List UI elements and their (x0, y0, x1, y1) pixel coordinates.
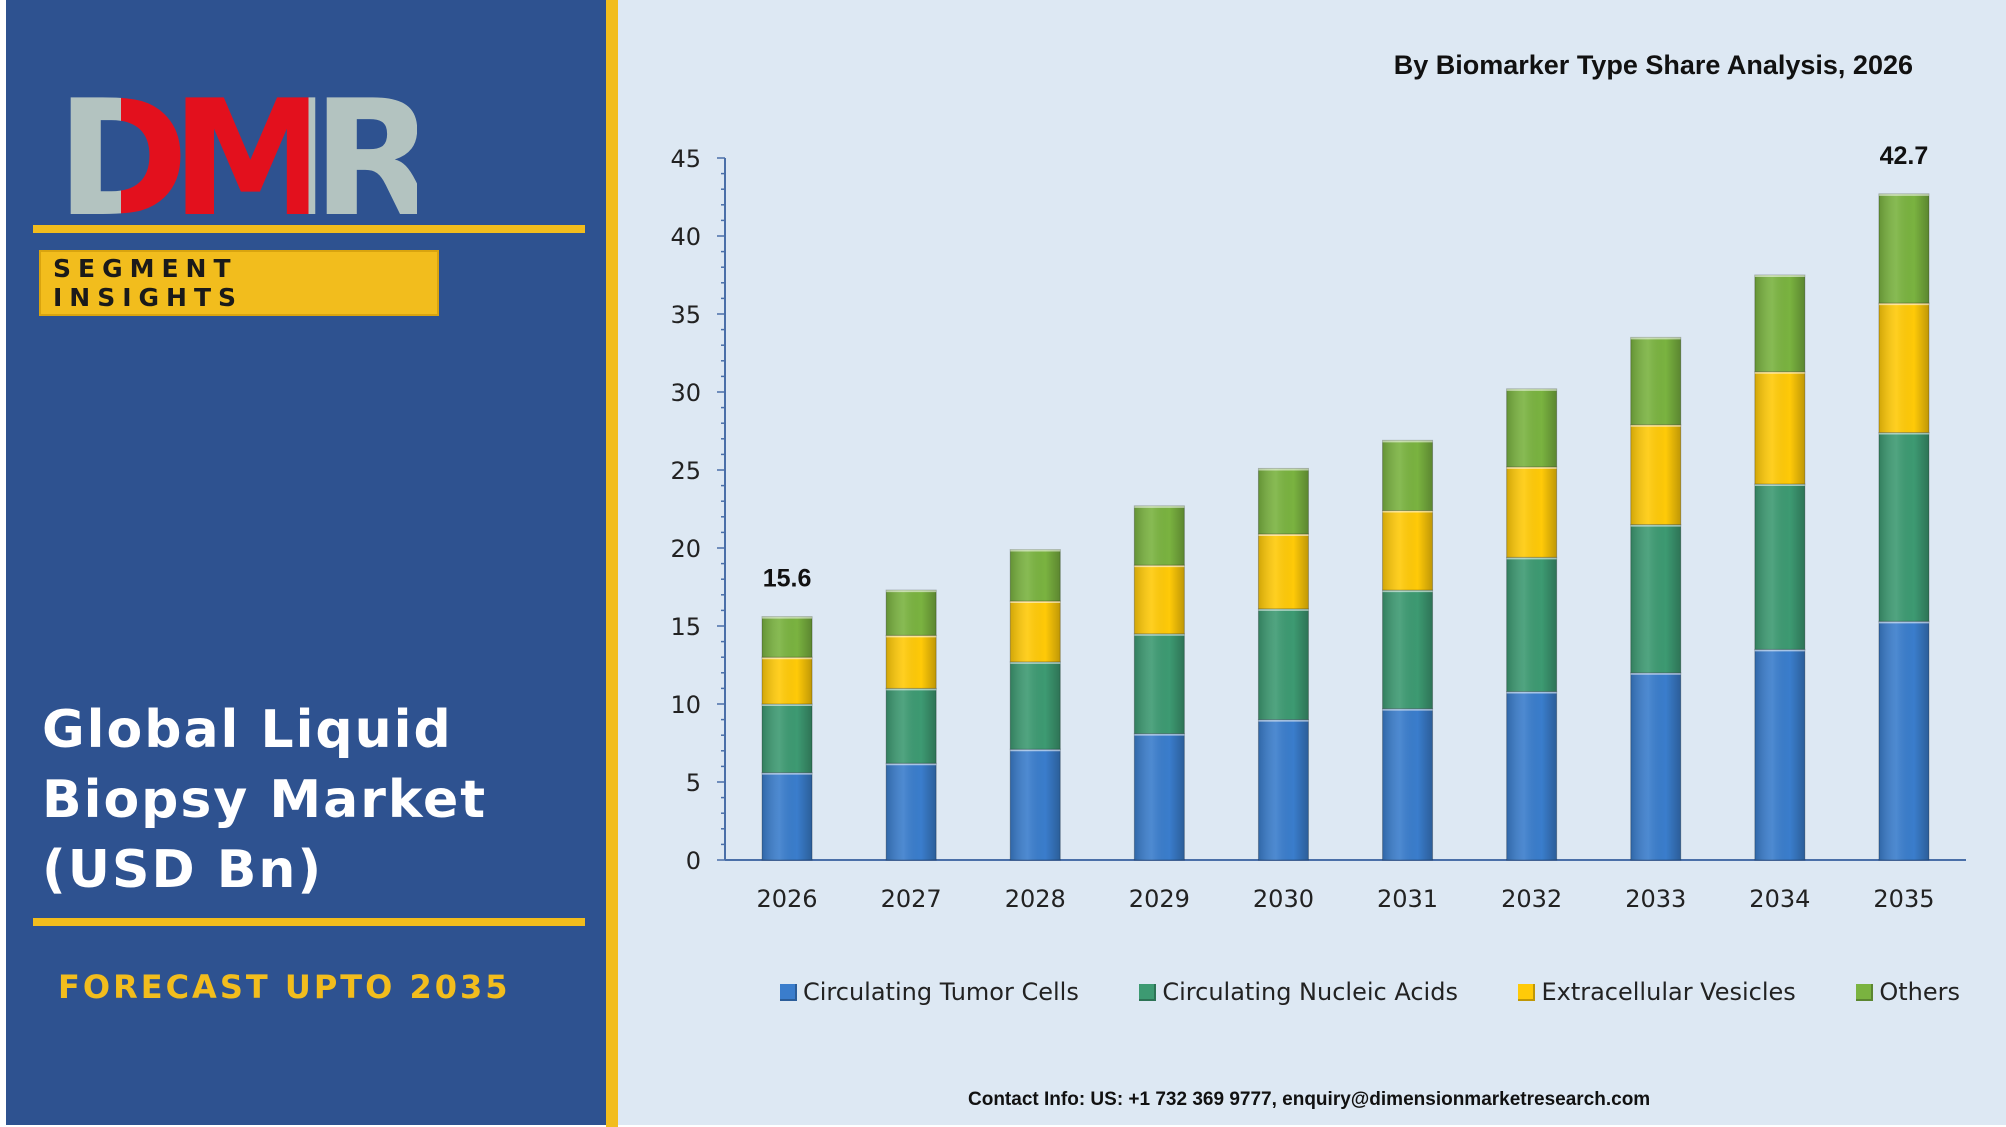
bar-shade (1010, 549, 1061, 602)
y-tick-label: 40 (670, 223, 701, 251)
segment-insights-badge: SEGMENT INSIGHTS (39, 250, 439, 316)
forecast-label: FORECAST UPTO 2035 (58, 968, 511, 1006)
bar-shade (1382, 708, 1433, 860)
chart-bars (761, 193, 1930, 861)
bar-shade (886, 635, 937, 689)
legend-swatch (1518, 983, 1536, 1001)
bar-shade (1506, 691, 1557, 860)
x-tick-label: 2026 (757, 885, 818, 913)
legend-item-circulating-tumor-cells: Circulating Tumor Cells (780, 978, 1079, 1006)
bar-shade (1878, 621, 1929, 860)
chart-legend: Circulating Tumor Cells Circulating Nucl… (780, 978, 1960, 1006)
x-tick-label: 2027 (881, 885, 942, 913)
bar-shade (1754, 275, 1805, 372)
y-tick-label: 25 (670, 457, 701, 485)
market-title-line-3: (USD Bn) (42, 840, 324, 900)
segment-insights-label: SEGMENT INSIGHTS (53, 254, 244, 312)
y-tick-label: 20 (670, 535, 701, 563)
bar-shade (1506, 466, 1557, 558)
top-divider (33, 225, 585, 233)
legend-label: Others (1879, 978, 1960, 1006)
market-title: Global Liquid Biopsy Market (USD Bn) (42, 695, 582, 905)
data-label: 42.7 (1880, 142, 1929, 170)
bar-shade (886, 763, 937, 860)
x-tick-label: 2034 (1749, 885, 1810, 913)
bar-shade (1010, 661, 1061, 750)
bar-shade (1134, 733, 1185, 860)
legend-item-circulating-nucleic-acids: Circulating Nucleic Acids (1139, 978, 1458, 1006)
bar-shade (1630, 524, 1681, 673)
bar-shade (886, 688, 937, 764)
x-tick-label: 2033 (1625, 885, 1686, 913)
logo-text: DMR (56, 65, 435, 252)
legend-item-extracellular-vesicles: Extracellular Vesicles (1518, 978, 1796, 1006)
bar-shade (886, 590, 937, 636)
x-tick-label: 2035 (1873, 885, 1934, 913)
y-tick-label: 5 (686, 769, 701, 797)
bar-shade (762, 704, 813, 773)
accent-stripe (606, 0, 618, 1127)
y-tick-label: 10 (670, 691, 701, 719)
market-title-line-2: Biopsy Market (42, 770, 488, 830)
bar-shade (762, 772, 813, 860)
legend-swatch (1856, 983, 1874, 1001)
left-panel: DMR SEGMENT INSIGHTS Global Liquid Biops… (6, 0, 606, 1125)
bar-shade (1878, 193, 1929, 304)
bar-shade (1382, 510, 1433, 591)
y-tick-label: 0 (686, 847, 701, 875)
data-label: 15.6 (763, 565, 812, 593)
bar-shade (1382, 590, 1433, 709)
legend-label: Circulating Tumor Cells (803, 978, 1079, 1006)
bar-shade (762, 616, 813, 658)
bar-shade (1010, 749, 1061, 860)
legend-label: Circulating Nucleic Acids (1162, 978, 1458, 1006)
legend-swatch (780, 983, 797, 1001)
bar-shade (1506, 557, 1557, 692)
x-tick-label: 2028 (1005, 885, 1066, 913)
bar-shade (1134, 633, 1185, 734)
contact-info: Contact Info: US: +1 732 369 9777, enqui… (968, 1089, 1651, 1110)
y-tick-label: 45 (670, 145, 701, 173)
bar-shade (1754, 484, 1805, 650)
bar-shade (1630, 424, 1681, 525)
legend-swatch (1139, 983, 1157, 1001)
bar-shade (1258, 468, 1309, 534)
bar-shade (1754, 371, 1805, 485)
x-tick-label: 2032 (1501, 885, 1562, 913)
y-tick-label: 30 (670, 379, 701, 407)
bar-shade (1382, 440, 1433, 511)
bar-shade (1878, 303, 1929, 433)
market-title-line-1: Global Liquid (42, 700, 453, 760)
bar-shade (1754, 649, 1805, 860)
y-tick-label: 35 (670, 301, 701, 329)
chart-labels: 2026 2027 2028 2029 2030 2031 2032 2033 2034 2035… (757, 142, 1935, 913)
bar-shade (1630, 672, 1681, 860)
bar-shade (1134, 565, 1185, 634)
bar-shade (1258, 719, 1309, 860)
bar-shade (1878, 432, 1929, 622)
chart-title: By Biomarker Type Share Analysis, 2026 (1393, 50, 1913, 80)
x-tick-label: 2031 (1377, 885, 1438, 913)
legend-item-others: Others (1856, 978, 1960, 1006)
dmr-logo: DMR (56, 65, 435, 252)
bar-shade (762, 657, 813, 704)
y-tick-label: 15 (670, 613, 701, 641)
x-tick-label: 2030 (1253, 885, 1314, 913)
bar-shade (1134, 505, 1185, 566)
x-tick-label: 2029 (1129, 885, 1190, 913)
bar-shade (1258, 608, 1309, 720)
bar-shade (1258, 533, 1309, 609)
legend-label: Extracellular Vesicles (1541, 978, 1796, 1006)
bar-shade (1506, 388, 1557, 467)
bar-shade (1010, 601, 1061, 662)
bottom-divider (33, 918, 585, 926)
bar-shade (1630, 337, 1681, 425)
